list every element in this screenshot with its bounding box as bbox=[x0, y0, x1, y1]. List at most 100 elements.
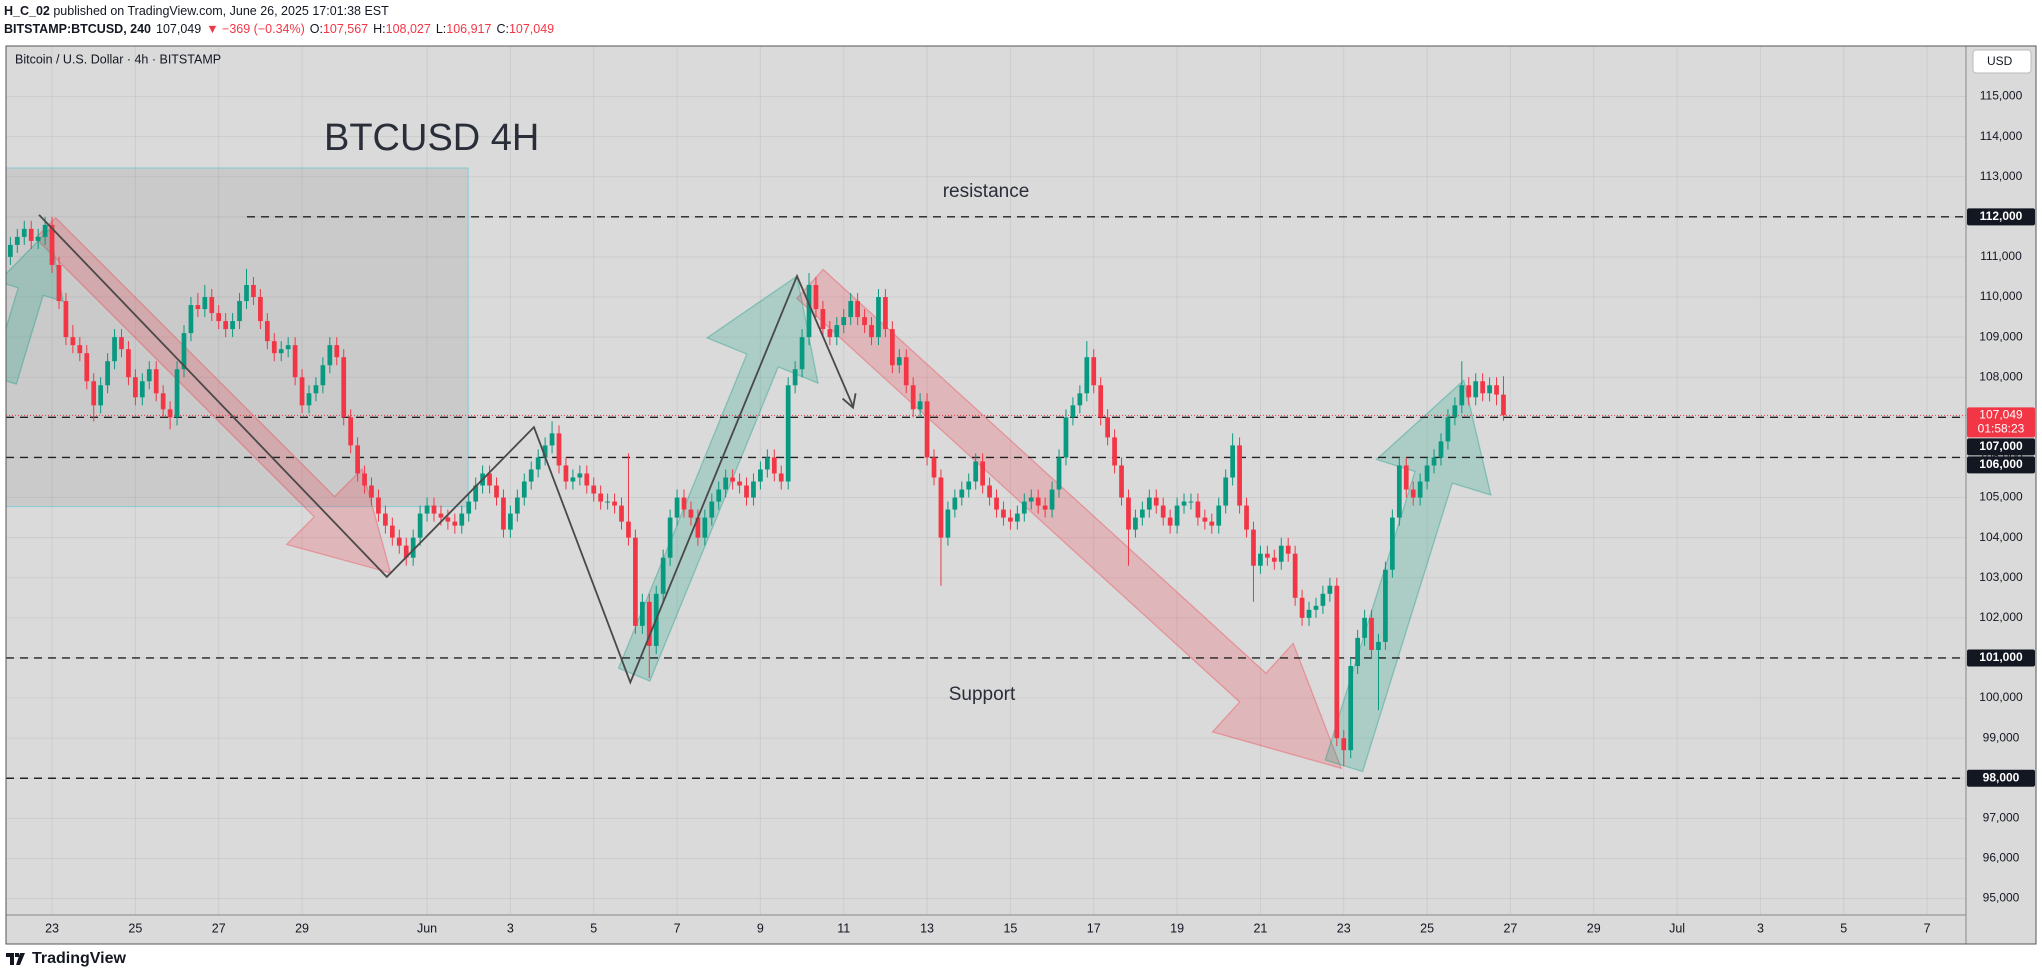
candle-body bbox=[1056, 457, 1062, 490]
candle-body bbox=[424, 505, 430, 514]
candle-body bbox=[1459, 385, 1465, 406]
annotation: Support bbox=[949, 684, 1016, 705]
ohlc-item: O:107,567 bbox=[310, 20, 368, 38]
candle-body bbox=[876, 297, 881, 338]
candle-body bbox=[112, 337, 117, 362]
x-tick-label: 17 bbox=[1087, 921, 1101, 935]
candle-body bbox=[1390, 517, 1395, 570]
candle-body bbox=[1042, 505, 1048, 510]
ohlc-item: H:108,027 bbox=[373, 20, 431, 38]
candle-body bbox=[1403, 465, 1409, 490]
ohlc-item: C:107,049 bbox=[496, 20, 554, 38]
arrow bbox=[1324, 379, 1492, 773]
candle-body bbox=[633, 537, 638, 626]
candle-body bbox=[674, 497, 680, 518]
candle-body bbox=[28, 228, 34, 241]
candle-body bbox=[487, 473, 492, 486]
candle-body bbox=[1174, 505, 1180, 526]
candle-body bbox=[341, 357, 347, 418]
candle-body bbox=[362, 473, 367, 486]
candle-body bbox=[14, 236, 20, 245]
candle-body bbox=[56, 264, 62, 302]
candle-body bbox=[195, 305, 201, 310]
candle-body bbox=[598, 493, 604, 502]
candle-body bbox=[244, 285, 249, 302]
x-tick-label: 21 bbox=[1253, 921, 1267, 935]
candle-body bbox=[389, 525, 395, 538]
last-price-label: 107,049 bbox=[1979, 408, 2023, 422]
candle-body bbox=[869, 325, 874, 338]
level-label: 112,000 bbox=[1980, 209, 2023, 223]
candle-body bbox=[1265, 553, 1270, 558]
candle-body bbox=[181, 333, 187, 370]
published: published on TradingView.com, June 26, 2… bbox=[53, 4, 389, 18]
candle-body bbox=[1501, 394, 1506, 416]
candle-body bbox=[744, 485, 749, 498]
level-box bbox=[1967, 769, 2035, 787]
x-tick-label: 9 bbox=[757, 921, 764, 935]
annotation: resistance bbox=[943, 181, 1030, 202]
candle-body bbox=[1341, 738, 1347, 751]
candle-body bbox=[945, 509, 951, 538]
candle-body bbox=[167, 409, 173, 418]
candle-body bbox=[1084, 357, 1090, 394]
candle-body bbox=[1292, 553, 1298, 598]
candle-body bbox=[924, 401, 930, 458]
y-tick-label: 114,000 bbox=[1980, 129, 2023, 143]
candle-body bbox=[1070, 405, 1076, 418]
candle-body bbox=[514, 497, 520, 514]
x-tick-label: 25 bbox=[1420, 921, 1434, 935]
candle-body bbox=[563, 465, 569, 482]
candle-body bbox=[709, 501, 715, 518]
candle-body bbox=[841, 317, 847, 326]
symbol: BITSTAMP:BTCUSD, 240 bbox=[4, 22, 152, 36]
candle-body bbox=[1313, 605, 1319, 610]
candle-body bbox=[952, 497, 958, 510]
candle-body bbox=[438, 513, 444, 518]
price: 107,049 bbox=[156, 22, 202, 36]
annotations: BTCUSD 4H resistance Support bbox=[324, 117, 1029, 705]
level-box bbox=[1967, 649, 2035, 667]
candle-body bbox=[549, 433, 555, 446]
candle-body bbox=[619, 505, 624, 522]
candle-body bbox=[1188, 501, 1194, 503]
candle-body bbox=[1362, 617, 1367, 638]
drawings bbox=[6, 167, 1492, 773]
y-tick-label: 110,000 bbox=[1980, 289, 2023, 303]
ohlc-value: 108,027 bbox=[385, 22, 431, 36]
candle-body bbox=[1049, 489, 1055, 510]
header: H_C_02 published on TradingView.com, Jun… bbox=[4, 2, 554, 38]
change: ▼ −369 (−0.34%) bbox=[206, 22, 305, 36]
y-tick-label: 99,000 bbox=[1983, 730, 2020, 744]
chart-legend: Bitcoin / U.S. Dollar · 4h · BITSTAMP bbox=[15, 52, 221, 66]
candle-body bbox=[806, 285, 812, 338]
candle-body bbox=[570, 477, 576, 482]
x-tick-label: 7 bbox=[674, 921, 681, 935]
candle-body bbox=[1216, 505, 1222, 526]
candle-body bbox=[1105, 417, 1110, 438]
candle-body bbox=[1091, 357, 1097, 386]
y-tick-label: 109,000 bbox=[1979, 329, 2023, 343]
candle-body bbox=[139, 381, 145, 398]
candle-body bbox=[820, 309, 826, 330]
level-label: 106,000 bbox=[1979, 457, 2023, 471]
candle-body bbox=[1209, 521, 1215, 526]
candle-body bbox=[320, 365, 326, 386]
candle-body bbox=[396, 537, 402, 546]
candle-body bbox=[1396, 465, 1402, 518]
candle-body bbox=[299, 377, 305, 406]
candle-body bbox=[355, 445, 360, 474]
candle-body bbox=[77, 345, 83, 354]
candle-body bbox=[1438, 441, 1444, 458]
candle-body bbox=[237, 301, 242, 322]
candle-body bbox=[917, 401, 923, 410]
candle-body bbox=[903, 357, 909, 386]
candle-body bbox=[1223, 477, 1229, 506]
candle-body bbox=[910, 385, 916, 410]
candle-body bbox=[1424, 465, 1430, 482]
arrow bbox=[6, 227, 64, 385]
candle-body bbox=[931, 457, 937, 478]
ohlc-value: 107,049 bbox=[508, 22, 555, 36]
candle-body bbox=[313, 385, 319, 394]
